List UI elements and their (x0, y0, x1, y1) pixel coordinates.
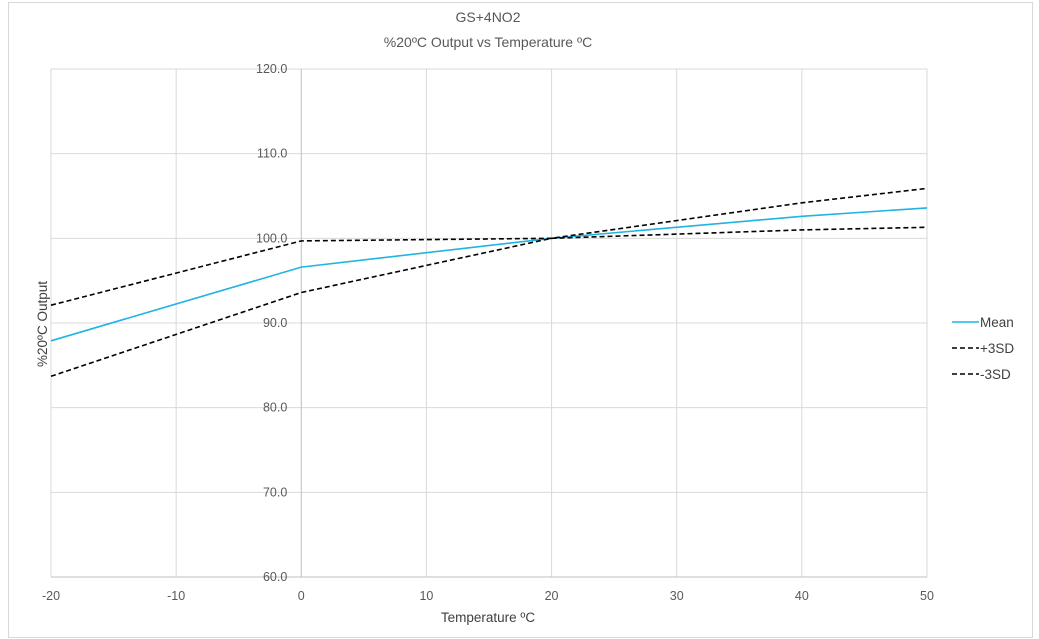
chart-subtitle: %20ºC Output vs Temperature ºC (384, 34, 592, 50)
legend-label: -3SD (980, 367, 1011, 382)
series-line-mean (50, 207, 928, 342)
chart-frame (8, 2, 1033, 638)
gridlines (50, 68, 928, 577)
y-tick-label: 90.0 (263, 316, 287, 330)
y-tick-label: 100.0 (256, 231, 287, 245)
chart-title: GS+4NO2 (456, 9, 521, 25)
x-tick-label: 20 (545, 589, 559, 603)
series-lines (50, 187, 928, 378)
y-tick-label: 70.0 (263, 485, 287, 499)
axes (51, 69, 927, 578)
y-tick-label: 80.0 (263, 401, 287, 415)
series-line-3sd (50, 226, 928, 378)
x-tick-label: 10 (419, 589, 433, 603)
legend: Mean +3SD -3SD (952, 315, 1014, 382)
x-tick-label: 30 (670, 589, 684, 603)
x-tick-label: -20 (42, 589, 60, 603)
x-tick-label: -10 (167, 589, 185, 603)
series-line-3sd (50, 187, 928, 306)
y-tick-label: 60.0 (263, 570, 287, 584)
legend-label: +3SD (980, 341, 1014, 356)
y-axis-title: %20ºC Output (35, 281, 50, 367)
x-axis-title: Temperature ºC (441, 610, 535, 625)
x-tick-label: 40 (795, 589, 809, 603)
x-tick-label: 50 (920, 589, 934, 603)
y-tick-label: 120.0 (256, 62, 287, 76)
tick-labels: -20 -10 0 10 20 30 40 50 60.0 70.0 80.0 90.0 100.0 11… (42, 62, 934, 603)
legend-label: Mean (980, 315, 1014, 330)
x-tick-label: 0 (298, 589, 305, 603)
y-tick-label: 110.0 (257, 147, 287, 161)
